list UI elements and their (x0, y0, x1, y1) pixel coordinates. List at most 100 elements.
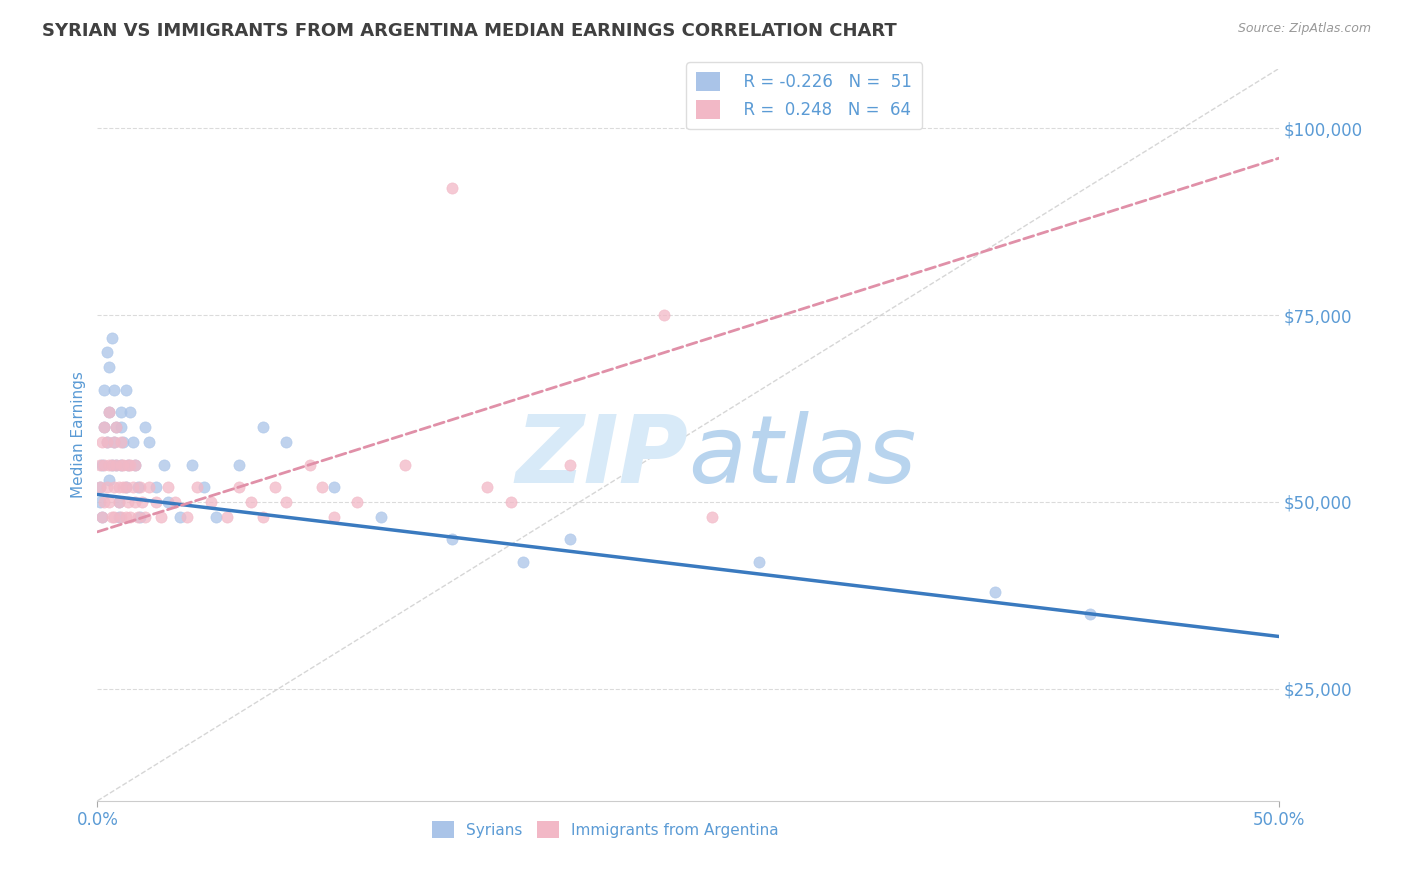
Point (105, 458, 128, 472)
Point (124, 458, 146, 472)
Text: SYRIAN VS IMMIGRANTS FROM ARGENTINA MEDIAN EARNINGS CORRELATION CHART: SYRIAN VS IMMIGRANTS FROM ARGENTINA MEDI… (42, 22, 897, 40)
Point (91, 509, 114, 524)
Point (103, 383, 125, 397)
Point (91, 435, 114, 450)
Point (128, 480, 150, 494)
Point (98, 495, 121, 509)
Point (186, 480, 208, 494)
Point (103, 509, 125, 524)
Point (107, 495, 129, 509)
Point (98, 405, 121, 419)
Y-axis label: Median Earnings: Median Earnings (72, 371, 86, 498)
Point (114, 383, 136, 397)
Point (96, 435, 118, 450)
Point (700, 509, 723, 524)
Point (117, 495, 139, 509)
Point (239, 495, 262, 509)
Point (276, 435, 298, 450)
Point (112, 435, 135, 450)
Point (93, 495, 115, 509)
Point (93, 420, 115, 434)
Point (322, 509, 344, 524)
Point (120, 458, 142, 472)
Point (165, 495, 187, 509)
Point (440, 181, 463, 195)
Point (169, 509, 191, 524)
Point (512, 555, 534, 569)
Point (93, 420, 115, 434)
Point (121, 435, 143, 450)
Point (228, 458, 250, 472)
Point (107, 509, 129, 524)
Point (105, 420, 128, 434)
Point (114, 480, 136, 494)
Point (107, 495, 129, 509)
Point (110, 405, 132, 419)
Point (157, 480, 180, 494)
Text: atlas: atlas (688, 411, 917, 502)
Point (204, 509, 226, 524)
Point (558, 533, 581, 547)
Point (120, 405, 142, 419)
Point (105, 420, 128, 434)
Point (98, 458, 121, 472)
Point (124, 458, 146, 472)
Point (100, 330, 122, 344)
Point (346, 495, 368, 509)
Point (103, 480, 125, 494)
Point (984, 584, 1007, 599)
Legend: Syrians, Immigrants from Argentina: Syrians, Immigrants from Argentina (426, 814, 785, 845)
Point (558, 458, 581, 472)
Point (228, 480, 250, 494)
Point (748, 555, 770, 569)
Point (98, 405, 121, 419)
Point (100, 458, 122, 472)
Point (150, 509, 173, 524)
Point (91, 458, 114, 472)
Point (134, 420, 156, 434)
Point (145, 495, 167, 509)
Point (93, 458, 115, 472)
Point (145, 480, 167, 494)
Point (98, 473, 121, 487)
Point (120, 509, 142, 524)
Point (131, 495, 153, 509)
Point (121, 480, 143, 494)
Point (322, 480, 344, 494)
Point (127, 480, 149, 494)
Point (1078, 607, 1101, 621)
Point (263, 480, 285, 494)
Point (276, 495, 298, 509)
Point (127, 509, 149, 524)
Point (100, 509, 122, 524)
Point (311, 480, 333, 494)
Point (110, 458, 132, 472)
Point (217, 509, 239, 524)
Point (96, 480, 118, 494)
Point (112, 458, 135, 472)
Point (110, 509, 132, 524)
Point (103, 435, 125, 450)
Point (370, 509, 392, 524)
Point (193, 480, 215, 494)
Point (96, 435, 118, 450)
Point (134, 509, 156, 524)
Point (440, 533, 463, 547)
Point (200, 495, 222, 509)
Point (96, 345, 118, 359)
Text: ZIP: ZIP (515, 410, 688, 503)
Point (93, 383, 115, 397)
Point (103, 435, 125, 450)
Point (89, 480, 111, 494)
Point (110, 435, 132, 450)
Point (152, 458, 174, 472)
Point (98, 360, 121, 375)
Point (176, 509, 198, 524)
Text: Source: ZipAtlas.com: Source: ZipAtlas.com (1237, 22, 1371, 36)
Point (114, 509, 136, 524)
Point (107, 480, 129, 494)
Point (117, 458, 139, 472)
Point (114, 480, 136, 494)
Point (100, 458, 122, 472)
Point (138, 480, 160, 494)
